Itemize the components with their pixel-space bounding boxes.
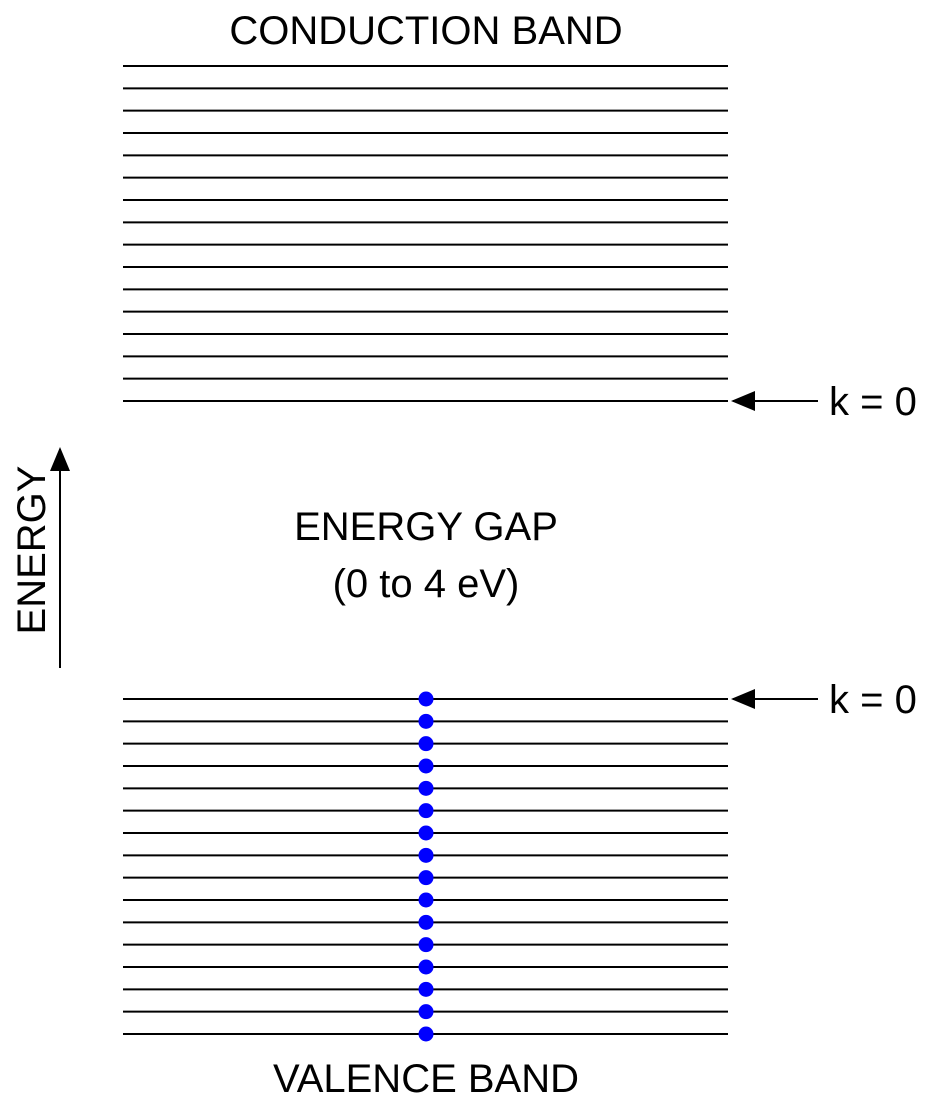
k0-label-bottom: k = 0 — [829, 678, 917, 722]
electron-dot — [418, 803, 434, 819]
electron-dot — [418, 780, 434, 796]
energy-gap-label: ENERGY GAP — [294, 505, 558, 549]
electron-dot — [418, 1004, 434, 1020]
electron-dot — [418, 1026, 434, 1042]
electron-dot — [418, 959, 434, 975]
electron-dot — [418, 736, 434, 752]
electron-dot — [418, 892, 434, 908]
electron-dot — [418, 870, 434, 886]
electron-dot — [418, 713, 434, 729]
electron-dot — [418, 825, 434, 841]
k0-pointer-bottom: k = 0 — [731, 678, 917, 722]
valence-band-title: VALENCE BAND — [273, 1057, 579, 1097]
energy-axis-label: ENERGY — [10, 466, 54, 635]
conduction-band-title: CONDUCTION BAND — [229, 9, 622, 53]
conduction-band-levels — [123, 65, 728, 402]
electron-dot — [418, 691, 434, 707]
electron-dot — [418, 914, 434, 930]
k0-label-top: k = 0 — [829, 380, 917, 424]
electron-dot — [418, 981, 434, 997]
electron-dot — [418, 937, 434, 953]
valence-electrons — [418, 691, 434, 1042]
energy-axis: ENERGY — [10, 447, 70, 668]
electron-dot — [418, 758, 434, 774]
electron-dot — [418, 847, 434, 863]
k0-pointer-top: k = 0 — [731, 380, 917, 424]
energy-gap-range: (0 to 4 eV) — [333, 562, 520, 606]
